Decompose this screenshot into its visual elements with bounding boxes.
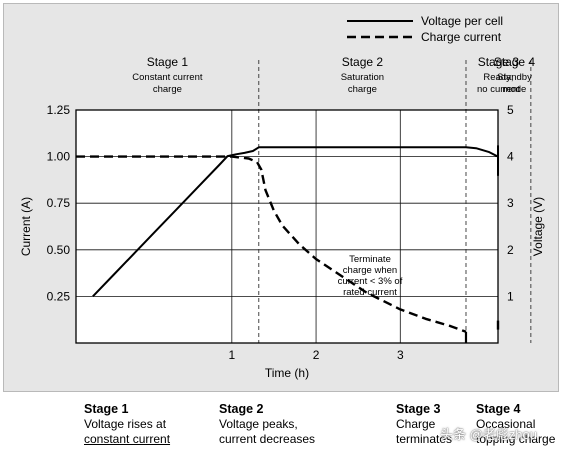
legend-label: Voltage per cell xyxy=(421,14,503,28)
plot-frame xyxy=(75,109,499,344)
stage-header-title: Stage 4 xyxy=(494,55,536,69)
y-right-tick-label: 2 xyxy=(507,243,514,257)
caption-stage-3-line2: terminates xyxy=(396,432,453,446)
y-right-tick-label: 3 xyxy=(507,196,514,210)
stage-header-desc: Standby xyxy=(497,72,532,83)
stage-header-title: Stage 3 xyxy=(478,55,520,69)
caption-stage-3-line1: Charge xyxy=(396,417,436,431)
annotation-text: current < 3% of xyxy=(338,276,403,287)
caption-stage-2-line2: current decreases xyxy=(219,432,316,446)
y-left-axis-title: Current (A) xyxy=(19,197,33,256)
y-left-tick-label: 1.00 xyxy=(47,150,71,164)
y-left-tick-label: 0.50 xyxy=(47,243,71,257)
series-line-charge-current xyxy=(76,155,467,333)
annotation-text: Terminate xyxy=(349,254,391,265)
stage-header-desc: charge xyxy=(348,84,377,95)
stage-header-desc: Constant current xyxy=(132,72,203,83)
stage-header-title: Stage 1 xyxy=(147,55,189,69)
caption-stage-3-title: Stage 3 xyxy=(396,402,441,416)
legend-label: Charge current xyxy=(421,30,502,44)
x-tick-label: 3 xyxy=(397,348,404,362)
y-left-tick-label: 1.25 xyxy=(47,103,71,117)
caption-stage-2: Stage 2 Voltage peaks, current decreases xyxy=(219,402,315,447)
caption-stage-2-title: Stage 2 xyxy=(219,402,264,416)
x-axis-title: Time (h) xyxy=(265,366,309,380)
caption-stage-1-title: Stage 1 xyxy=(84,402,129,416)
annotation-text: charge when xyxy=(343,265,397,276)
caption-stage-4-line2: topping charge xyxy=(476,432,556,446)
stage-header-title: Stage 2 xyxy=(342,55,384,69)
stage-header-desc: mode xyxy=(503,84,527,95)
caption-stage-1-line1: Voltage rises at xyxy=(84,417,167,431)
caption-stage-4-line1: Occasional xyxy=(476,417,536,431)
caption-stage-1: Stage 1 Voltage rises at constant curren… xyxy=(84,402,170,447)
watermark: 头条 @老彪zhou xyxy=(440,427,537,442)
y-right-tick-label: 5 xyxy=(507,103,514,117)
y-right-tick-label: 1 xyxy=(507,289,514,303)
plot-area xyxy=(76,110,498,343)
stage-header-desc: Ready; xyxy=(483,72,513,83)
x-tick-label: 1 xyxy=(228,348,235,362)
x-tick-label: 2 xyxy=(313,348,320,362)
caption-stage-1-line2: constant current xyxy=(84,432,171,446)
y-left-tick-label: 0.25 xyxy=(47,289,71,303)
stage-header-desc: no current xyxy=(477,84,520,95)
y-left-tick-label: 0.75 xyxy=(47,196,71,210)
stage-header-desc: charge xyxy=(153,84,182,95)
y-right-axis-title: Voltage (V) xyxy=(531,197,545,256)
stage-header-desc: Saturation xyxy=(341,72,384,83)
annotation-text: rated current xyxy=(343,287,397,298)
caption-stage-4: Stage 4 Occasional topping charge xyxy=(476,402,555,447)
caption-stage-3: Stage 3 Charge terminates xyxy=(396,402,452,447)
caption-stage-2-line1: Voltage peaks, xyxy=(219,417,298,431)
caption-stage-4-title: Stage 4 xyxy=(476,402,521,416)
y-right-tick-label: 4 xyxy=(507,150,514,164)
